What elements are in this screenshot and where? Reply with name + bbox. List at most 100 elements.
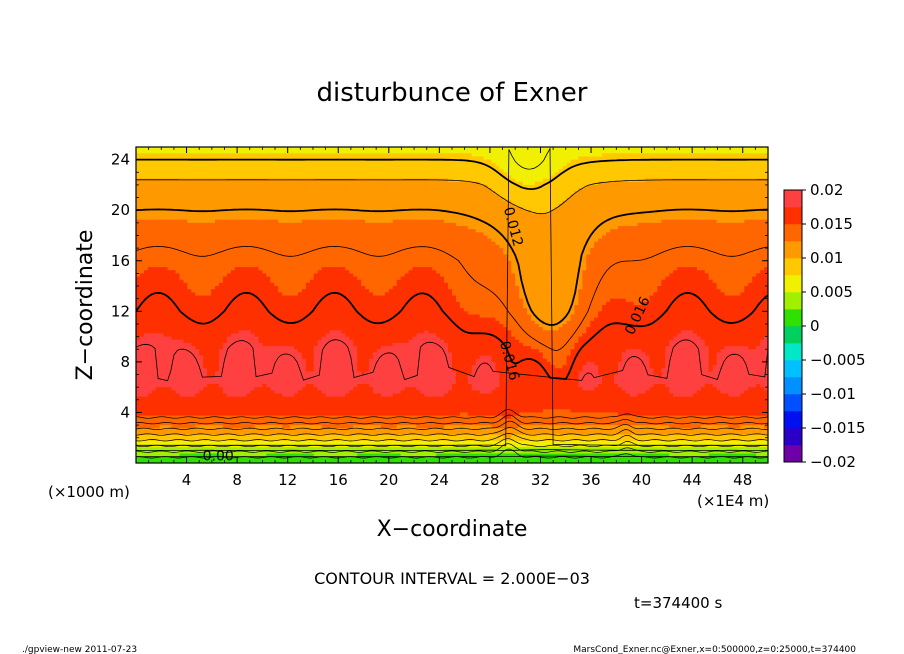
field-cell (246, 320, 252, 325)
field-cell (309, 292, 315, 297)
field-cell (218, 298, 224, 303)
field-cell (136, 150, 141, 154)
field-cell (274, 210, 279, 214)
field-cell (215, 162, 220, 167)
field-cell (226, 342, 232, 347)
field-cell (258, 232, 263, 237)
field-cell (143, 153, 149, 158)
field-cell (167, 197, 173, 202)
field-cell (187, 222, 192, 227)
field-cell (226, 292, 232, 297)
field-cell (238, 222, 244, 227)
field-cell (266, 244, 271, 249)
field-cell (143, 181, 149, 186)
field-cell (183, 311, 188, 316)
field-cell (309, 226, 315, 230)
field-cell (139, 273, 145, 278)
field-cell (254, 440, 260, 445)
field-cell (230, 308, 236, 312)
field-cell (286, 295, 291, 300)
field-cell (246, 358, 252, 363)
field-cell (179, 298, 184, 303)
field-cell (175, 380, 181, 385)
field-cell (242, 440, 248, 445)
field-cell (207, 352, 212, 357)
field-cell (238, 270, 244, 274)
field-cell (262, 434, 267, 439)
field-cell (234, 330, 240, 335)
field-cell (250, 396, 256, 401)
field-cell (270, 257, 275, 262)
field-cell (286, 308, 291, 312)
field-cell (147, 298, 153, 303)
field-cell (286, 412, 291, 417)
field-cell (246, 418, 252, 423)
field-cell (147, 295, 153, 300)
field-cell (305, 238, 311, 243)
field-cell (151, 402, 157, 407)
field-cell (309, 289, 315, 293)
field-cell (266, 263, 271, 268)
field-cell (246, 197, 252, 202)
field-cell (254, 188, 260, 192)
field-cell (183, 415, 188, 420)
field-cell (234, 336, 240, 341)
field-cell (309, 197, 315, 202)
field-cell (215, 188, 220, 192)
field-cell (151, 365, 157, 369)
field-cell (195, 339, 200, 344)
field-cell (171, 440, 177, 445)
field-cell (325, 374, 331, 379)
field-cell (294, 254, 299, 259)
field-cell (155, 289, 161, 293)
field-cell (294, 181, 299, 186)
field-cell (234, 241, 240, 246)
field-cell (246, 159, 252, 164)
field-cell (175, 390, 181, 395)
field-cell (222, 241, 228, 246)
field-cell (183, 235, 188, 240)
field-cell (305, 380, 311, 385)
field-cell (286, 298, 291, 303)
field-cell (262, 418, 267, 423)
field-cell (159, 172, 165, 177)
field-cell (325, 273, 331, 278)
field-cell (258, 292, 263, 297)
field-cell (151, 361, 157, 366)
field-cell (147, 251, 153, 256)
field-cell (309, 260, 315, 265)
field-cell (325, 298, 331, 303)
field-cell (270, 336, 275, 341)
field-cell (218, 150, 224, 154)
field-cell (294, 241, 299, 246)
field-cell (218, 320, 224, 325)
field-cell (199, 361, 204, 366)
field-cell (317, 184, 323, 189)
field-cell (305, 459, 311, 463)
field-cell (250, 406, 256, 410)
field-cell (309, 273, 315, 278)
field-cell (203, 181, 208, 186)
field-cell (147, 358, 153, 363)
field-cell (329, 188, 335, 192)
field-cell (309, 402, 315, 407)
field-cell (254, 459, 260, 463)
field-cell (294, 346, 299, 350)
field-cell (309, 162, 315, 167)
field-cell (175, 200, 181, 205)
field-cell (203, 194, 208, 199)
field-cell (187, 241, 192, 246)
field-cell (143, 336, 149, 341)
field-cell (286, 203, 291, 208)
field-cell (286, 260, 291, 265)
field-cell (179, 216, 184, 221)
field-cell (254, 371, 260, 376)
field-cell (254, 226, 260, 230)
field-cell (207, 361, 212, 366)
field-cell (151, 251, 157, 256)
field-cell (270, 387, 275, 391)
field-cell (258, 384, 263, 388)
field-cell (143, 298, 149, 303)
field-cell (270, 156, 275, 161)
field-cell (230, 263, 236, 268)
